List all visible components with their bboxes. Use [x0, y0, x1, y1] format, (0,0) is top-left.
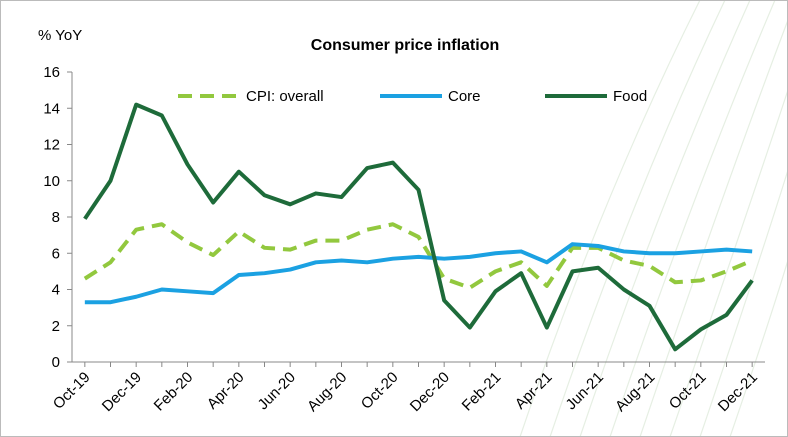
y-tick-label: 8 [52, 209, 60, 226]
y-tick-label: 6 [52, 245, 60, 262]
x-tick-label: Jun-20 [255, 369, 299, 413]
y-tick-label: 2 [52, 318, 60, 335]
x-tick-label: Dec-19 [99, 369, 145, 415]
legend-label: Core [448, 88, 481, 105]
x-tick-label: Oct-19 [50, 369, 94, 413]
series-line [83, 222, 753, 290]
x-tick-label: Feb-21 [459, 369, 505, 415]
y-tick-label: 16 [43, 64, 60, 81]
x-tick-label: Oct-21 [666, 369, 710, 413]
y-tick-label: 0 [52, 354, 60, 371]
y-tick-label: 12 [43, 137, 60, 154]
series-line [84, 242, 753, 305]
legend-label: CPI: overall [246, 88, 324, 105]
x-tick-label: Jun-21 [563, 369, 607, 413]
x-tick-label: Apr-20 [204, 369, 248, 413]
x-tick-label: Feb-20 [151, 369, 197, 415]
series-line [83, 102, 754, 352]
x-tick-label: Apr-21 [512, 369, 556, 413]
x-tick-label: Oct-20 [358, 369, 402, 413]
y-axis-label: % YoY [38, 27, 82, 44]
x-tick-label: Dec-21 [715, 369, 761, 415]
x-tick-label: Aug-21 [612, 369, 658, 415]
x-tick-label: Aug-20 [304, 369, 350, 415]
y-tick-label: 4 [52, 282, 60, 299]
background-arcs [519, 0, 788, 437]
y-tick-label: 14 [43, 100, 60, 117]
chart-title: Consumer price inflation [311, 37, 499, 54]
y-tick-label: 10 [43, 173, 60, 190]
legend-label: Food [613, 88, 647, 105]
x-tick-label: Dec-20 [407, 369, 453, 415]
